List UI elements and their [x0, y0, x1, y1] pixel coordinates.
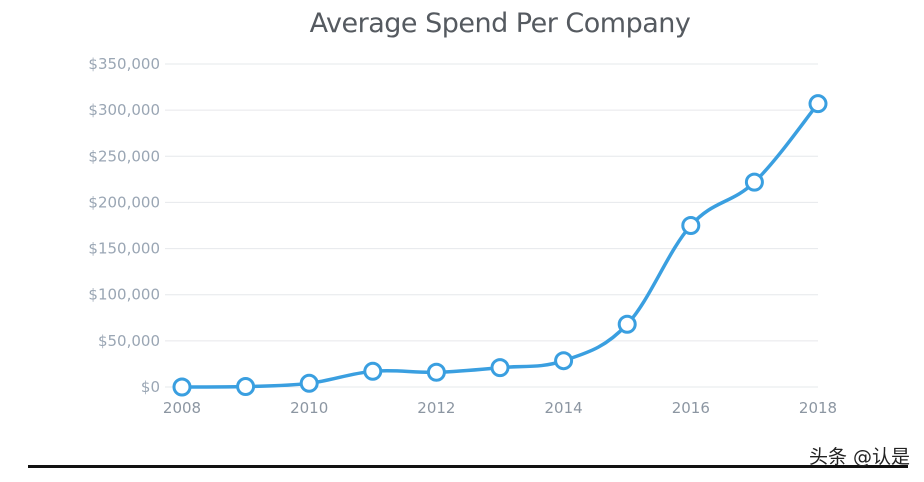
y-tick-label: $0 — [141, 378, 160, 396]
y-tick-label: $250,000 — [88, 147, 160, 165]
watermark: 头条 @认是 — [808, 446, 910, 468]
data-point — [172, 377, 192, 397]
data-point — [299, 373, 319, 393]
x-tick-label: 2018 — [799, 399, 837, 417]
y-tick-label: $100,000 — [88, 286, 160, 304]
x-tick-label: 2014 — [545, 399, 583, 417]
chart-title: Average Spend Per Company — [309, 8, 691, 39]
divider — [28, 465, 908, 468]
y-tick-label: $50,000 — [98, 332, 160, 350]
data-point — [681, 216, 701, 235]
series-line — [181, 102, 820, 389]
data-point — [554, 351, 574, 371]
x-tick-label: 2008 — [163, 399, 201, 417]
data-point — [617, 314, 637, 334]
data-point — [744, 172, 764, 192]
x-tick-label: 2016 — [672, 399, 710, 417]
y-tick-label: $300,000 — [88, 101, 160, 119]
data-point — [236, 377, 256, 397]
data-point — [426, 362, 446, 382]
data-point — [363, 361, 383, 381]
data-point — [808, 94, 828, 114]
y-tick-label: $150,000 — [88, 240, 160, 258]
x-tick-label: 2010 — [290, 399, 328, 417]
data-point — [490, 358, 510, 378]
y-tick-label: $200,000 — [88, 193, 160, 211]
x-tick-label: 2012 — [417, 399, 455, 417]
y-tick-label: $350,000 — [88, 55, 160, 73]
